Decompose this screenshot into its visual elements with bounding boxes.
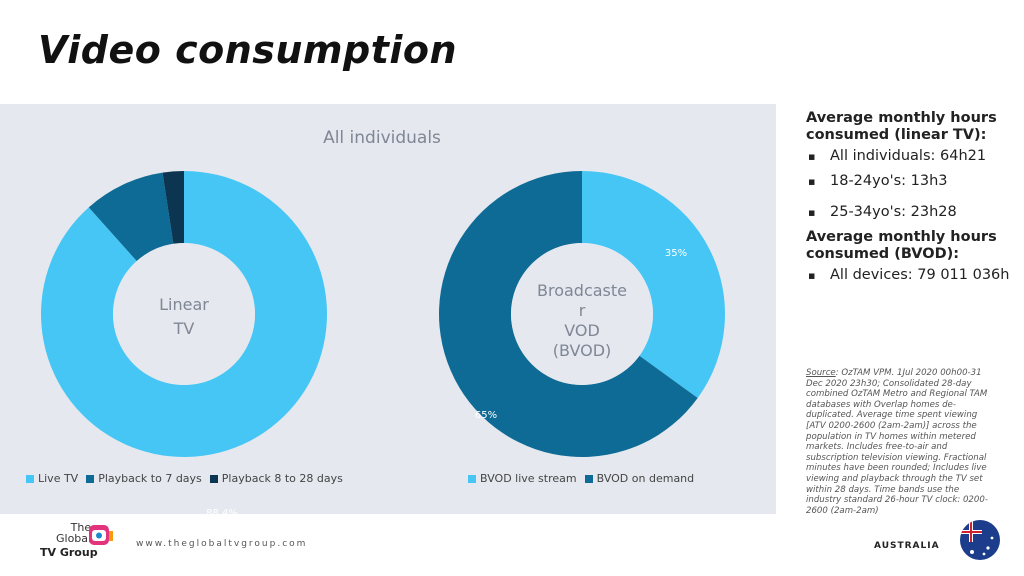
source-text: : OzTAM VPM. 1Jul 2020 00h00-31 Dec 2020… [806,368,988,516]
logo-mark-icon [89,525,113,545]
legend-swatch [86,474,95,483]
logo-line: Global [56,532,92,545]
donut-slice [439,171,698,457]
legend-entry: Playback to 7 days [86,472,202,485]
data-label: 35% [665,248,687,259]
donut-slice [582,171,725,399]
legend-swatch [584,474,593,483]
donut-slice [88,172,174,262]
page-title: Video consumption [38,28,458,72]
center-label: TV [173,319,195,338]
data-label: 9.2% [125,104,150,107]
logo: The Global TV Group [20,522,118,570]
legend-label: BVOD on demand [596,472,695,485]
list-item: All devices: 79 011 036h [806,267,1016,284]
list-item: 25-34yo's: 23h28 [806,204,1016,221]
legend-entry: Live TV [26,472,78,485]
logo-line: The [70,521,92,534]
center-label: (BVOD) [553,341,612,360]
source-note: Source: OzTAM VPM. 1Jul 2020 00h00-31 De… [806,368,992,516]
logo-brand: TV Group [40,546,98,559]
legend-bvod: BVOD live stream BVOD on demand [468,472,698,485]
list-item: 18-24yo's: 13h3 [806,173,1016,190]
legend-entry: BVOD on demand [584,472,695,485]
bvod-heading: Average monthly hours consumed (BVOD): [806,229,997,262]
source-label: Source [806,368,836,378]
legend-label: BVOD live stream [480,472,577,485]
website-link[interactable]: www.theglobaltvgroup.com [136,539,308,549]
linear-list: All individuals: 64h21 18-24yo's: 13h3 2… [806,148,1016,221]
legend-label: Live TV [38,472,79,485]
center-label: r [579,301,586,320]
legend-label: Playback 8 to 28 days [221,472,343,485]
legend-swatch [209,474,218,483]
legend-swatch [468,474,476,483]
legend-swatch [26,474,34,483]
legend-linear: Live TV Playback to 7 days Playback 8 to 2… [26,472,347,485]
donut-hole [113,243,255,385]
donut-charts: 88.4%9.2%2.4%LinearTV35%65%BroadcasterVO… [40,104,725,514]
legend-entry: Playback 8 to 28 days [209,472,343,485]
center-label: VOD [564,321,600,340]
panel-title: All individuals [323,128,441,148]
legend-label: Playback to 7 days [98,472,202,485]
list-item: All individuals: 64h21 [806,148,1016,165]
center-label: Broadcaste [537,281,627,300]
stats-sidebar: Average monthly hours consumed (linear T… [806,110,1016,292]
legend-entry: BVOD live stream [468,472,577,485]
donut-slice [40,171,328,457]
center-label: Linear [159,295,209,314]
donut-slice [162,171,184,244]
linear-heading: Average monthly hours consumed (linear T… [806,110,997,143]
logo-text: The Global [56,522,91,544]
data-label: 88.4% [206,508,238,514]
donut-hole [511,243,653,385]
australia-flag-icon [960,520,1000,560]
bvod-list: All devices: 79 011 036h [806,267,1016,284]
country-label: AUSTRALIA [874,541,940,551]
data-label: 65% [475,410,497,421]
